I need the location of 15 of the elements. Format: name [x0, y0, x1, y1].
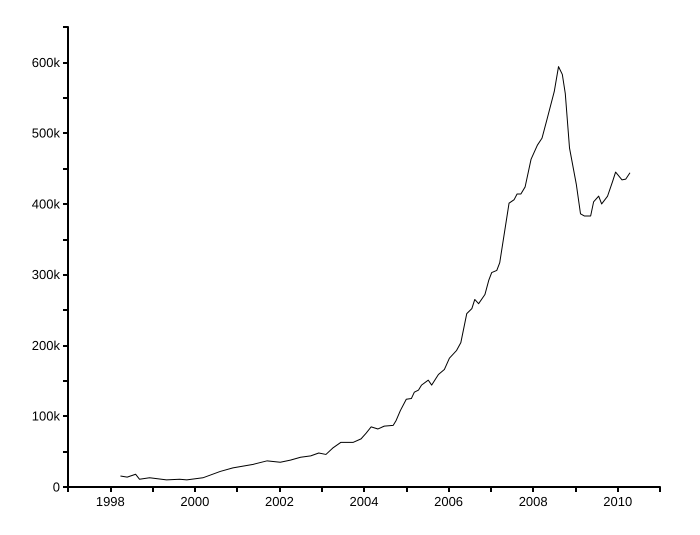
y-tick-label: 400k [32, 196, 60, 212]
x-tick-label: 2000 [180, 494, 210, 509]
line-series [120, 66, 630, 480]
x-tick-label: 2006 [434, 494, 464, 509]
x-tick-label: 2004 [350, 494, 378, 509]
x-tick-label: 2002 [264, 494, 294, 509]
x-tick-label: 2010 [603, 494, 632, 509]
y-tick-label: 200k [32, 338, 60, 353]
y-tick-label: 100k [32, 408, 60, 424]
y-tick-label: 0 [52, 480, 60, 494]
y-tick-label: 500k [32, 126, 60, 141]
y-tick-label: 600k [32, 54, 60, 70]
x-tick-label: 1998 [96, 494, 125, 509]
y-tick-label: 300k [32, 267, 60, 282]
x-tick-label: 2008 [518, 494, 548, 509]
